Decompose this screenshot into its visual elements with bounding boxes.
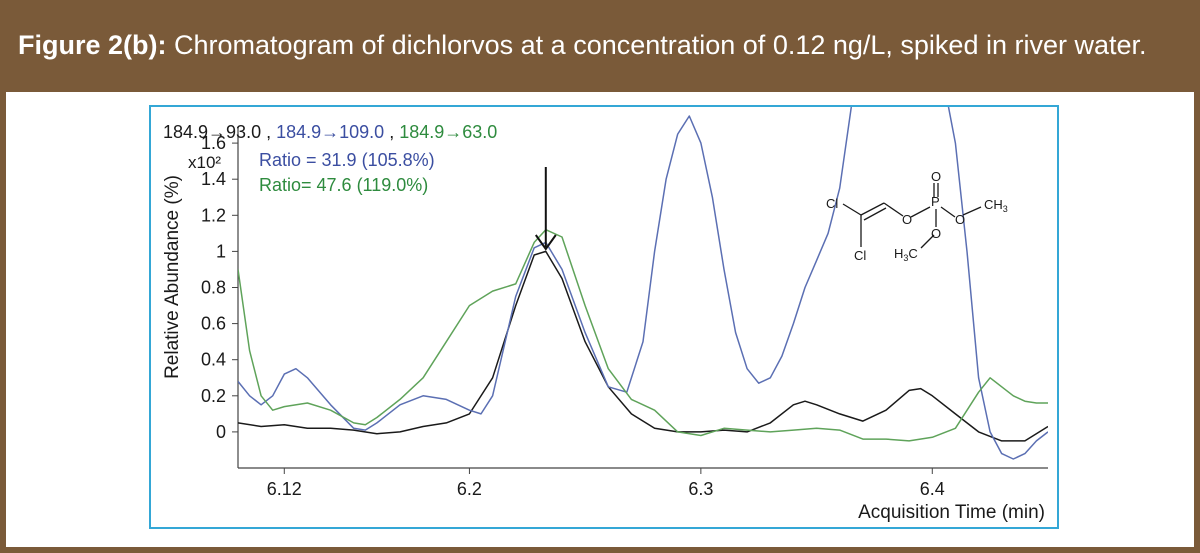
bond-c-o <box>883 202 904 217</box>
legend-qualifier-1: 184.9→109.0 <box>276 122 384 142</box>
atom-h3c: H3C <box>894 246 918 263</box>
x-tick-label: 6.4 <box>920 479 945 499</box>
figure-title: Chromatogram of dichlorvos at a concentr… <box>174 30 1147 60</box>
bond-c-c-double <box>863 207 887 221</box>
series-line-2 <box>947 107 1048 460</box>
figure-label: Figure 2(b): <box>18 30 167 60</box>
legend-quantifier: 184.9→93.0 <box>163 122 261 142</box>
y-tick-label: 1.6 <box>201 133 226 153</box>
atom-o-double: O <box>931 169 941 184</box>
x-tick-label: 6.2 <box>457 479 482 499</box>
y-tick-label: 1.2 <box>201 205 226 225</box>
y-tick-label: 0.4 <box>201 350 226 370</box>
y-tick-label: 1 <box>216 241 226 261</box>
y-multiplier: x10² <box>188 153 221 172</box>
figure-caption: Figure 2(b): Chromatogram of dichlorvos … <box>18 30 1147 61</box>
series-line-1 <box>238 107 853 431</box>
atom-cl-top: Cl <box>826 196 838 211</box>
bond-cl-c <box>842 203 862 216</box>
atom-o-ester1: O <box>902 212 912 227</box>
atom-p: P <box>931 194 940 209</box>
y-tick-label: 0 <box>216 422 226 442</box>
bond-o-p <box>910 206 931 218</box>
atom-o-ester3: O <box>931 226 941 241</box>
bond-c-c <box>860 202 885 216</box>
bond-o-h3c <box>920 234 935 249</box>
transition-legend: 184.9→93.0 , 184.9→109.0 , 184.9→63.0 <box>163 122 497 142</box>
x-tick-label: 6.12 <box>267 479 302 499</box>
caption-bar: Figure 2(b): Chromatogram of dichlorvos … <box>6 6 1194 92</box>
y-tick-label: 0.8 <box>201 278 226 298</box>
bond-o-ch3 <box>962 206 982 216</box>
ratio-qualifier-2: Ratio= 47.6 (119.0%) <box>259 175 428 195</box>
y-tick-label: 0.6 <box>201 314 226 334</box>
arrow-head <box>534 234 557 251</box>
y-axis-label: Relative Abundance (%) <box>162 175 183 379</box>
series-line-3 <box>238 228 1048 442</box>
axes: 0 0.2 0.4 0.6 0.8 1 1.2 1.4 1.6 6.12 6.2 6.3 6.4 <box>201 127 1048 499</box>
chromatogram-chart: 0 0.2 0.4 0.6 0.8 1 1.2 1.4 1.6 6.12 6.2 6.3 6.4 184… <box>162 107 1048 523</box>
legend-separator: , <box>261 122 276 142</box>
dichlorvos-structure <box>842 183 982 249</box>
series-layer <box>238 107 1048 460</box>
legend-qualifier-2: 184.9→63.0 <box>399 122 497 142</box>
atom-cl-bottom: Cl <box>854 248 866 263</box>
bond-p-o <box>940 206 956 218</box>
x-tick-label: 6.3 <box>688 479 713 499</box>
legend-separator: , <box>384 122 399 142</box>
y-tick-label: 1.4 <box>201 169 226 189</box>
x-axis-label: Acquisition Time (min) <box>858 502 1045 523</box>
ratio-qualifier-1: Ratio = 31.9 (105.8%) <box>259 150 435 170</box>
series-line-0 <box>238 250 1048 442</box>
y-tick-label: 0.2 <box>201 386 226 406</box>
atom-o-ester2: O <box>955 212 965 227</box>
structure-labels: Cl Cl O P O O CH3 O H3C <box>826 169 1008 263</box>
peak-arrow-icon <box>534 167 557 251</box>
chart-panel: 0 0.2 0.4 0.6 0.8 1 1.2 1.4 1.6 6.12 6.2 6.3 6.4 184… <box>149 105 1059 529</box>
atom-ch3: CH3 <box>984 197 1008 214</box>
